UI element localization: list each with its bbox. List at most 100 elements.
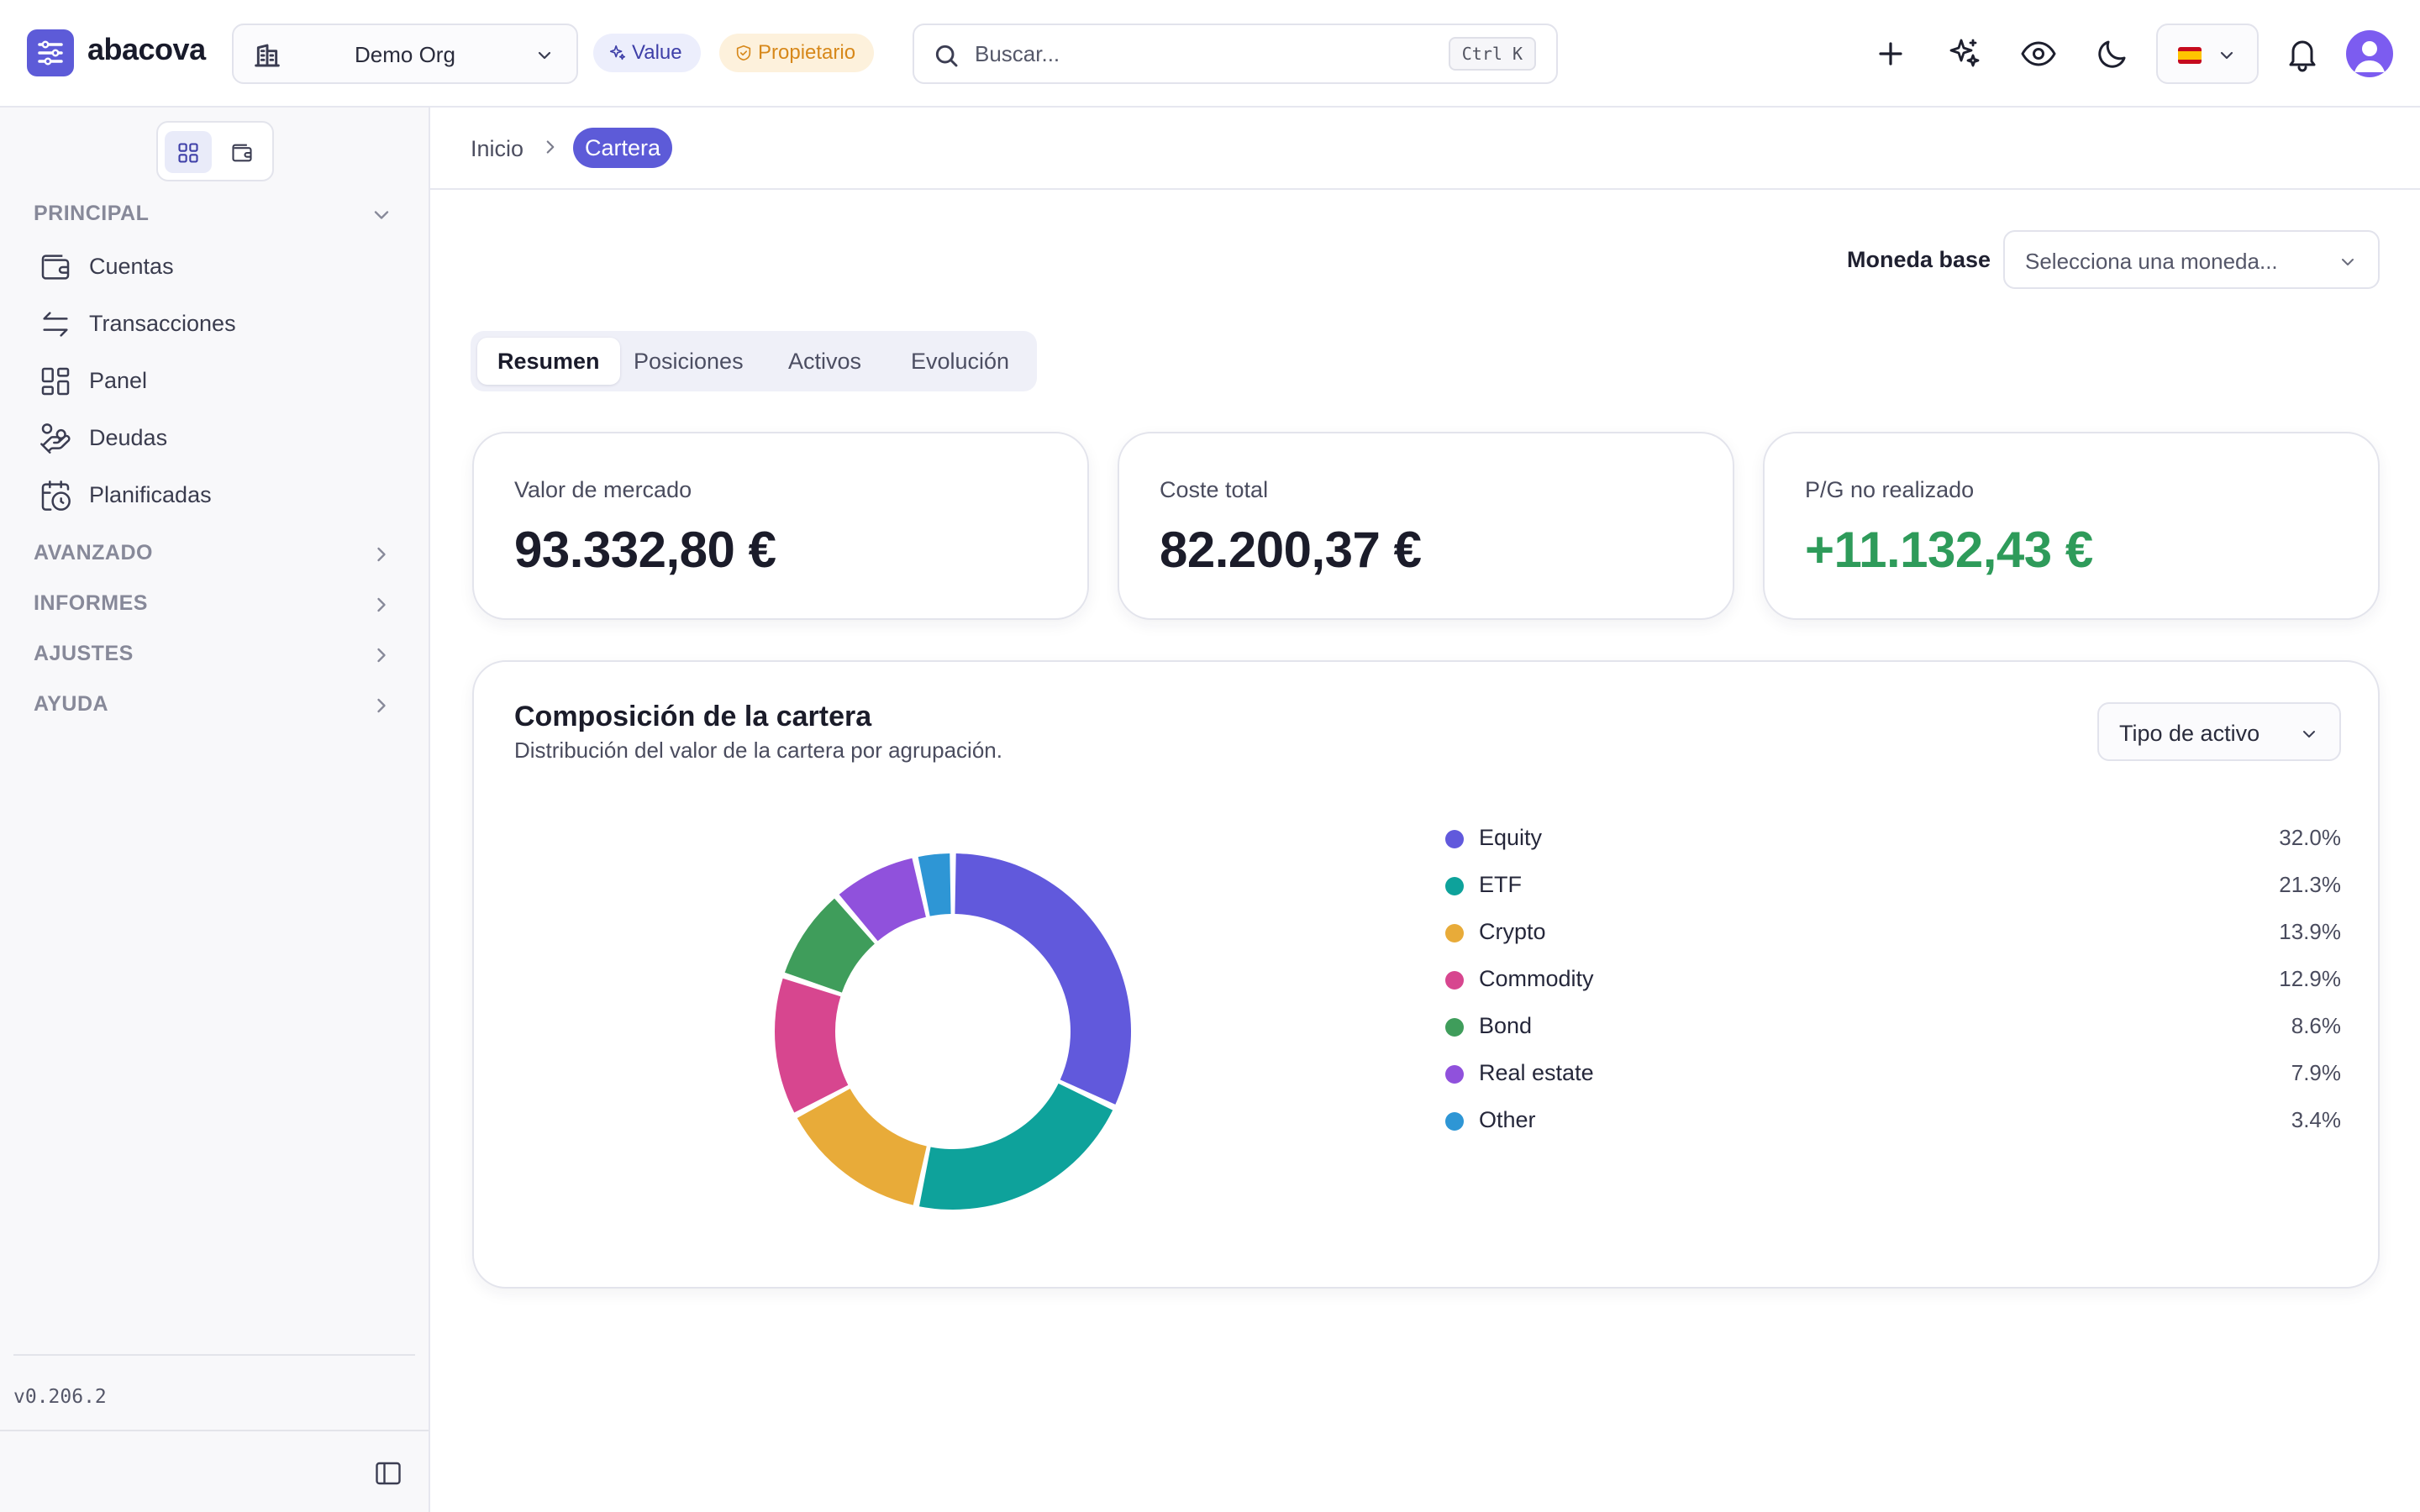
wallet-icon — [41, 255, 70, 280]
legend-label: Other — [1479, 1107, 1536, 1132]
sidebar-item-label: Deudas — [89, 425, 168, 450]
legend-item: Commodity 12.9% — [1445, 963, 2341, 996]
breadcrumb: Inicio Cartera — [430, 108, 2420, 190]
stat-value: +11.132,43 € — [1805, 522, 2093, 578]
legend-item: Other 3.4% — [1445, 1104, 2341, 1137]
sparkles-icon[interactable] — [1944, 34, 1985, 74]
sidebar: PRINCIPAL Cuentas Transacciones Panel De… — [0, 108, 430, 1512]
building-icon — [255, 44, 280, 67]
search-icon — [935, 45, 958, 67]
section-ajustes[interactable]: AJUSTES — [34, 642, 134, 665]
plan-badge-label: Value — [632, 41, 682, 64]
search-input[interactable] — [975, 37, 1412, 71]
stat-card-unrealized-pl: P/G no realizado +11.132,43 € — [1763, 432, 2380, 620]
plus-icon[interactable] — [1870, 34, 1911, 74]
sidebar-collapse-icon[interactable] — [373, 1458, 403, 1488]
app-version: v0.206.2 — [13, 1386, 107, 1408]
brand-name: abacova — [87, 32, 206, 66]
composition-donut-chart — [775, 853, 1131, 1210]
sidebar-item-panel[interactable]: Panel — [34, 356, 403, 403]
chevron-right-icon[interactable] — [370, 543, 393, 566]
app-logo[interactable] — [27, 29, 74, 76]
currency-placeholder: Selecciona una moneda... — [2025, 249, 2278, 274]
calendar-clock-icon — [41, 480, 71, 511]
legend-percentage: 21.3% — [2279, 872, 2341, 897]
donut-slice-equity[interactable] — [955, 853, 1131, 1105]
legend-dot — [1445, 971, 1464, 990]
stat-label: Valor de mercado — [514, 477, 692, 502]
portfolio-composition-card: Composición de la cartera Distribución d… — [472, 660, 2380, 1289]
portfolio-tabs: Resumen Posiciones Activos Evolución — [471, 331, 1037, 391]
chevron-down-icon — [2303, 731, 2315, 738]
chevron-right-icon — [546, 140, 555, 154]
donut-slice-bond[interactable] — [784, 898, 875, 993]
tab-posiciones[interactable]: Posiciones — [634, 349, 744, 374]
sidebar-item-label: Planificadas — [89, 482, 212, 507]
grid-view-button[interactable] — [165, 131, 212, 173]
language-selector[interactable] — [2156, 24, 2259, 84]
org-name: Demo Org — [355, 42, 455, 67]
sidebar-item-label: Panel — [89, 368, 148, 393]
chevron-down-icon[interactable] — [370, 203, 393, 227]
currency-select[interactable]: Selecciona una moneda... — [2003, 230, 2380, 289]
donut-slice-crypto[interactable] — [797, 1089, 927, 1205]
org-selector[interactable]: Demo Org — [232, 24, 578, 84]
eye-icon[interactable] — [2018, 34, 2059, 74]
chevron-down-icon — [2220, 51, 2233, 60]
donut-slice-etf[interactable] — [918, 1083, 1113, 1210]
donut-slice-commodity[interactable] — [775, 978, 849, 1113]
user-avatar[interactable] — [2346, 30, 2393, 77]
user-icon — [2354, 41, 2385, 72]
tab-resumen[interactable]: Resumen — [477, 338, 620, 385]
stat-label: Coste total — [1160, 477, 1269, 502]
sidebar-item-transacciones[interactable]: Transacciones — [34, 299, 403, 346]
legend-percentage: 3.4% — [2291, 1107, 2341, 1132]
tab-evolucion[interactable]: Evolución — [911, 349, 1010, 374]
legend-label: Commodity — [1479, 966, 1594, 991]
section-avanzado[interactable]: AVANZADO — [34, 541, 153, 564]
plan-badge: Value — [593, 34, 701, 72]
sidebar-item-planificadas[interactable]: Planificadas — [34, 470, 403, 517]
search-shortcut: Ctrl K — [1448, 37, 1536, 71]
section-ayuda[interactable]: AYUDA — [34, 692, 109, 716]
arrows-swap-icon — [43, 312, 68, 337]
stat-card-total-cost: Coste total 82.200,37 € — [1118, 432, 1734, 620]
section-informes[interactable]: INFORMES — [34, 591, 148, 615]
role-badge-label: Propietario — [758, 41, 856, 64]
chevron-right-icon[interactable] — [370, 694, 393, 717]
stat-value: 93.332,80 € — [514, 522, 776, 578]
legend-dot — [1445, 1112, 1464, 1131]
legend-percentage: 12.9% — [2279, 966, 2341, 991]
composition-subtitle: Distribución del valor de la cartera por… — [514, 738, 1002, 763]
chevron-right-icon[interactable] — [370, 643, 393, 667]
sidebar-item-deudas[interactable]: Deudas — [34, 413, 403, 460]
donut-slice-real-estate[interactable] — [839, 858, 926, 942]
legend-label: Bond — [1479, 1013, 1533, 1038]
legend-label: Real estate — [1479, 1060, 1594, 1085]
tab-activos[interactable]: Activos — [788, 349, 862, 374]
legend-dot — [1445, 877, 1464, 895]
legend-item: Equity 32.0% — [1445, 822, 2341, 855]
chevron-right-icon[interactable] — [370, 593, 393, 617]
search-box[interactable]: Ctrl K — [913, 24, 1558, 84]
sparkles-icon — [609, 45, 626, 60]
legend-item: Crypto 13.9% — [1445, 916, 2341, 949]
breadcrumb-home[interactable]: Inicio — [471, 136, 524, 161]
sidebar-item-cuentas[interactable]: Cuentas — [34, 242, 403, 289]
wallet-view-button[interactable] — [218, 131, 266, 173]
sidebar-view-toggle — [156, 121, 274, 181]
moon-icon[interactable] — [2092, 34, 2133, 74]
wallet-icon — [232, 144, 252, 162]
donut-slice-other[interactable] — [918, 853, 951, 916]
chevron-down-icon — [2342, 259, 2354, 265]
group-by-value: Tipo de activo — [2119, 721, 2260, 746]
group-by-select[interactable]: Tipo de activo — [2097, 702, 2341, 761]
legend-label: Equity — [1479, 825, 1543, 850]
bell-icon[interactable] — [2282, 34, 2323, 74]
section-principal[interactable]: PRINCIPAL — [34, 202, 150, 225]
legend-label: ETF — [1479, 872, 1522, 897]
shield-check-icon — [736, 45, 751, 61]
legend-item: Real estate 7.9% — [1445, 1057, 2341, 1090]
legend-percentage: 32.0% — [2279, 825, 2341, 850]
sidebar-divider — [13, 1354, 415, 1356]
